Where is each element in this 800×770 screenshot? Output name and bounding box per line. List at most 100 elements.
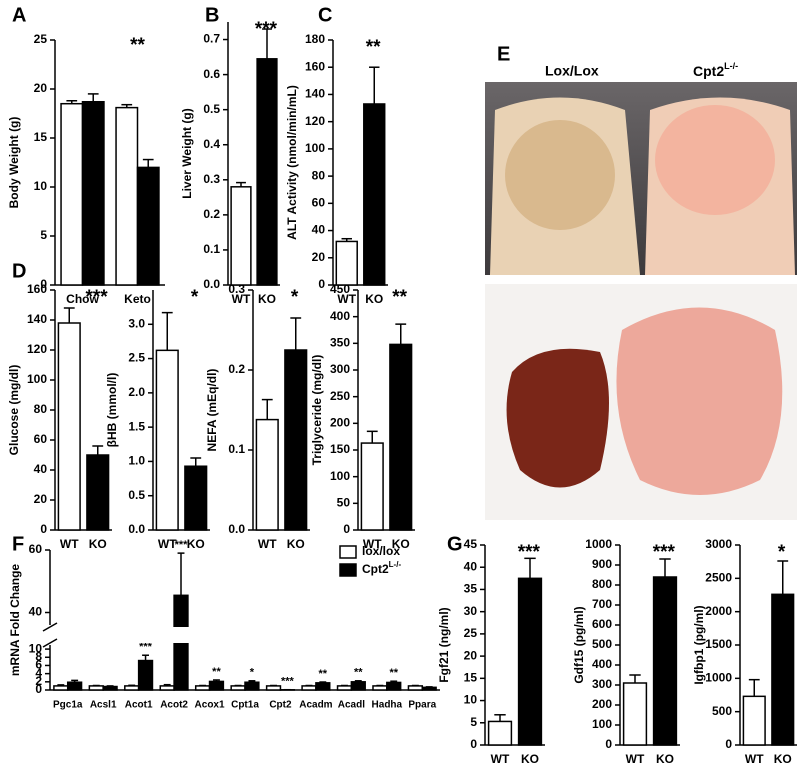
significance: **	[319, 668, 328, 680]
legend-label: lox/lox	[362, 544, 400, 558]
y-tick-label: 0.2	[203, 207, 220, 221]
y-tick-label: 25	[34, 32, 48, 46]
significance: ***	[255, 19, 278, 40]
x-tick-label: KO	[656, 752, 674, 766]
y-tick-label: 300	[330, 362, 350, 376]
x-tick-label: Cpt1a	[231, 700, 259, 711]
x-tick-label: WT	[158, 537, 177, 551]
panel-letter: D	[12, 260, 26, 282]
x-tick-label: Acadm	[299, 700, 332, 711]
photo-label: Cpt2L-/-	[693, 61, 738, 78]
x-tick-label: KO	[392, 537, 410, 551]
liver-right	[616, 307, 783, 495]
y-tick-label: 1000	[585, 537, 612, 551]
x-tick-label: WT	[626, 752, 645, 766]
y-axis-label: Liver Weight (g)	[180, 108, 194, 198]
y-tick-label: 150	[330, 442, 350, 456]
bar	[622, 682, 648, 746]
organ-left	[505, 120, 615, 230]
liver-left	[506, 348, 609, 488]
y-tick-label: 200	[330, 416, 350, 430]
y-tick-label: 2	[35, 674, 42, 688]
y-tick-label: 0	[605, 737, 612, 751]
significance: **	[389, 667, 398, 679]
y-tick-label: 6	[35, 658, 42, 672]
y-tick-label: 0.6	[203, 67, 220, 81]
y-tick-label: 0.5	[203, 102, 220, 116]
y-tick-label: 500	[592, 637, 612, 651]
y-tick-label: 40	[312, 223, 326, 237]
photo-panel: E Lox/Lox Cpt2L-/-	[485, 43, 797, 520]
y-tick-label: 5	[40, 228, 47, 242]
y-tick-label: 800	[592, 577, 612, 591]
bar	[102, 685, 118, 691]
bar	[255, 418, 279, 531]
y-tick-label: 120	[305, 114, 325, 128]
legend-swatch	[339, 545, 357, 559]
x-tick-label: Keto	[124, 292, 151, 306]
x-tick-label: WT	[232, 292, 251, 306]
y-tick-label: 1000	[705, 671, 732, 685]
y-tick-label: 500	[712, 704, 732, 718]
legend-name: Cpt2	[362, 562, 389, 576]
y-tick-label: 0.0	[228, 522, 245, 536]
y-axis-label: Gdf15 (pg/ml)	[572, 606, 586, 683]
y-tick-label: 0.3	[228, 282, 245, 296]
panel-letter: G	[447, 533, 463, 555]
y-axis-label: Fgf21 (ng/ml)	[437, 607, 451, 682]
y-axis-label: βHB (mmol/l)	[105, 373, 119, 448]
significance: **	[366, 37, 381, 58]
x-tick-label: WT	[491, 752, 510, 766]
x-tick-label: Ppara	[408, 700, 436, 711]
y-tick-label: 60	[29, 542, 43, 556]
bar	[244, 681, 260, 691]
y-tick-label: 0.2	[228, 362, 245, 376]
photo-label: Lox/Lox	[545, 63, 599, 79]
y-tick-label: 350	[330, 336, 350, 350]
axis-break-mark	[42, 622, 58, 632]
y-tick-label: 20	[464, 648, 478, 662]
bar	[86, 454, 110, 531]
y-tick-label: 0.0	[203, 277, 220, 291]
y-tick-label: 25	[464, 626, 478, 640]
x-tick-label: KO	[258, 292, 276, 306]
y-tick-label: 0.1	[228, 442, 245, 456]
y-tick-label: 180	[305, 32, 325, 46]
chart: NEFA (mEq/dl)0.00.10.20.3WT KO*	[205, 282, 310, 551]
y-tick-label: 0.3	[203, 172, 220, 186]
bar	[301, 685, 317, 691]
y-tick-label: 250	[330, 389, 350, 403]
significance: *	[191, 287, 199, 308]
panel-letter: F	[12, 533, 24, 555]
y-tick-label: 100	[27, 372, 47, 386]
x-tick-label: WT	[337, 292, 356, 306]
x-tick-label: Pgc1a	[53, 700, 83, 711]
panel-letter: B	[205, 4, 219, 26]
bar	[363, 103, 386, 286]
x-tick-label: WT	[258, 537, 277, 551]
y-tick-label: 80	[34, 402, 48, 416]
y-tick-label: 600	[592, 617, 612, 631]
legend-label: Cpt2L-/-	[362, 560, 401, 576]
y-tick-label: 50	[337, 496, 351, 510]
y-tick-label: 20	[34, 81, 48, 95]
significance: ***	[281, 676, 295, 688]
bar	[155, 349, 179, 531]
y-tick-label: 1500	[705, 637, 732, 651]
y-tick-label: 0	[470, 737, 477, 751]
legend-name: lox/lox	[362, 544, 400, 558]
axis-break-gap	[44, 627, 440, 643]
y-tick-label: 0.4	[203, 137, 220, 151]
y-tick-label: 1.0	[128, 454, 145, 468]
bar	[159, 685, 175, 691]
legend-superscript: L-/-	[389, 560, 402, 569]
y-axis-label: ALT Activity (nmol/min/mL)	[285, 85, 299, 240]
bar	[771, 593, 795, 746]
y-tick-label: 8	[35, 649, 42, 663]
bar	[265, 685, 282, 691]
y-tick-label: 2000	[705, 604, 732, 618]
bar	[81, 100, 105, 286]
y-axis-label: Glucose (mg/dl)	[7, 365, 21, 456]
